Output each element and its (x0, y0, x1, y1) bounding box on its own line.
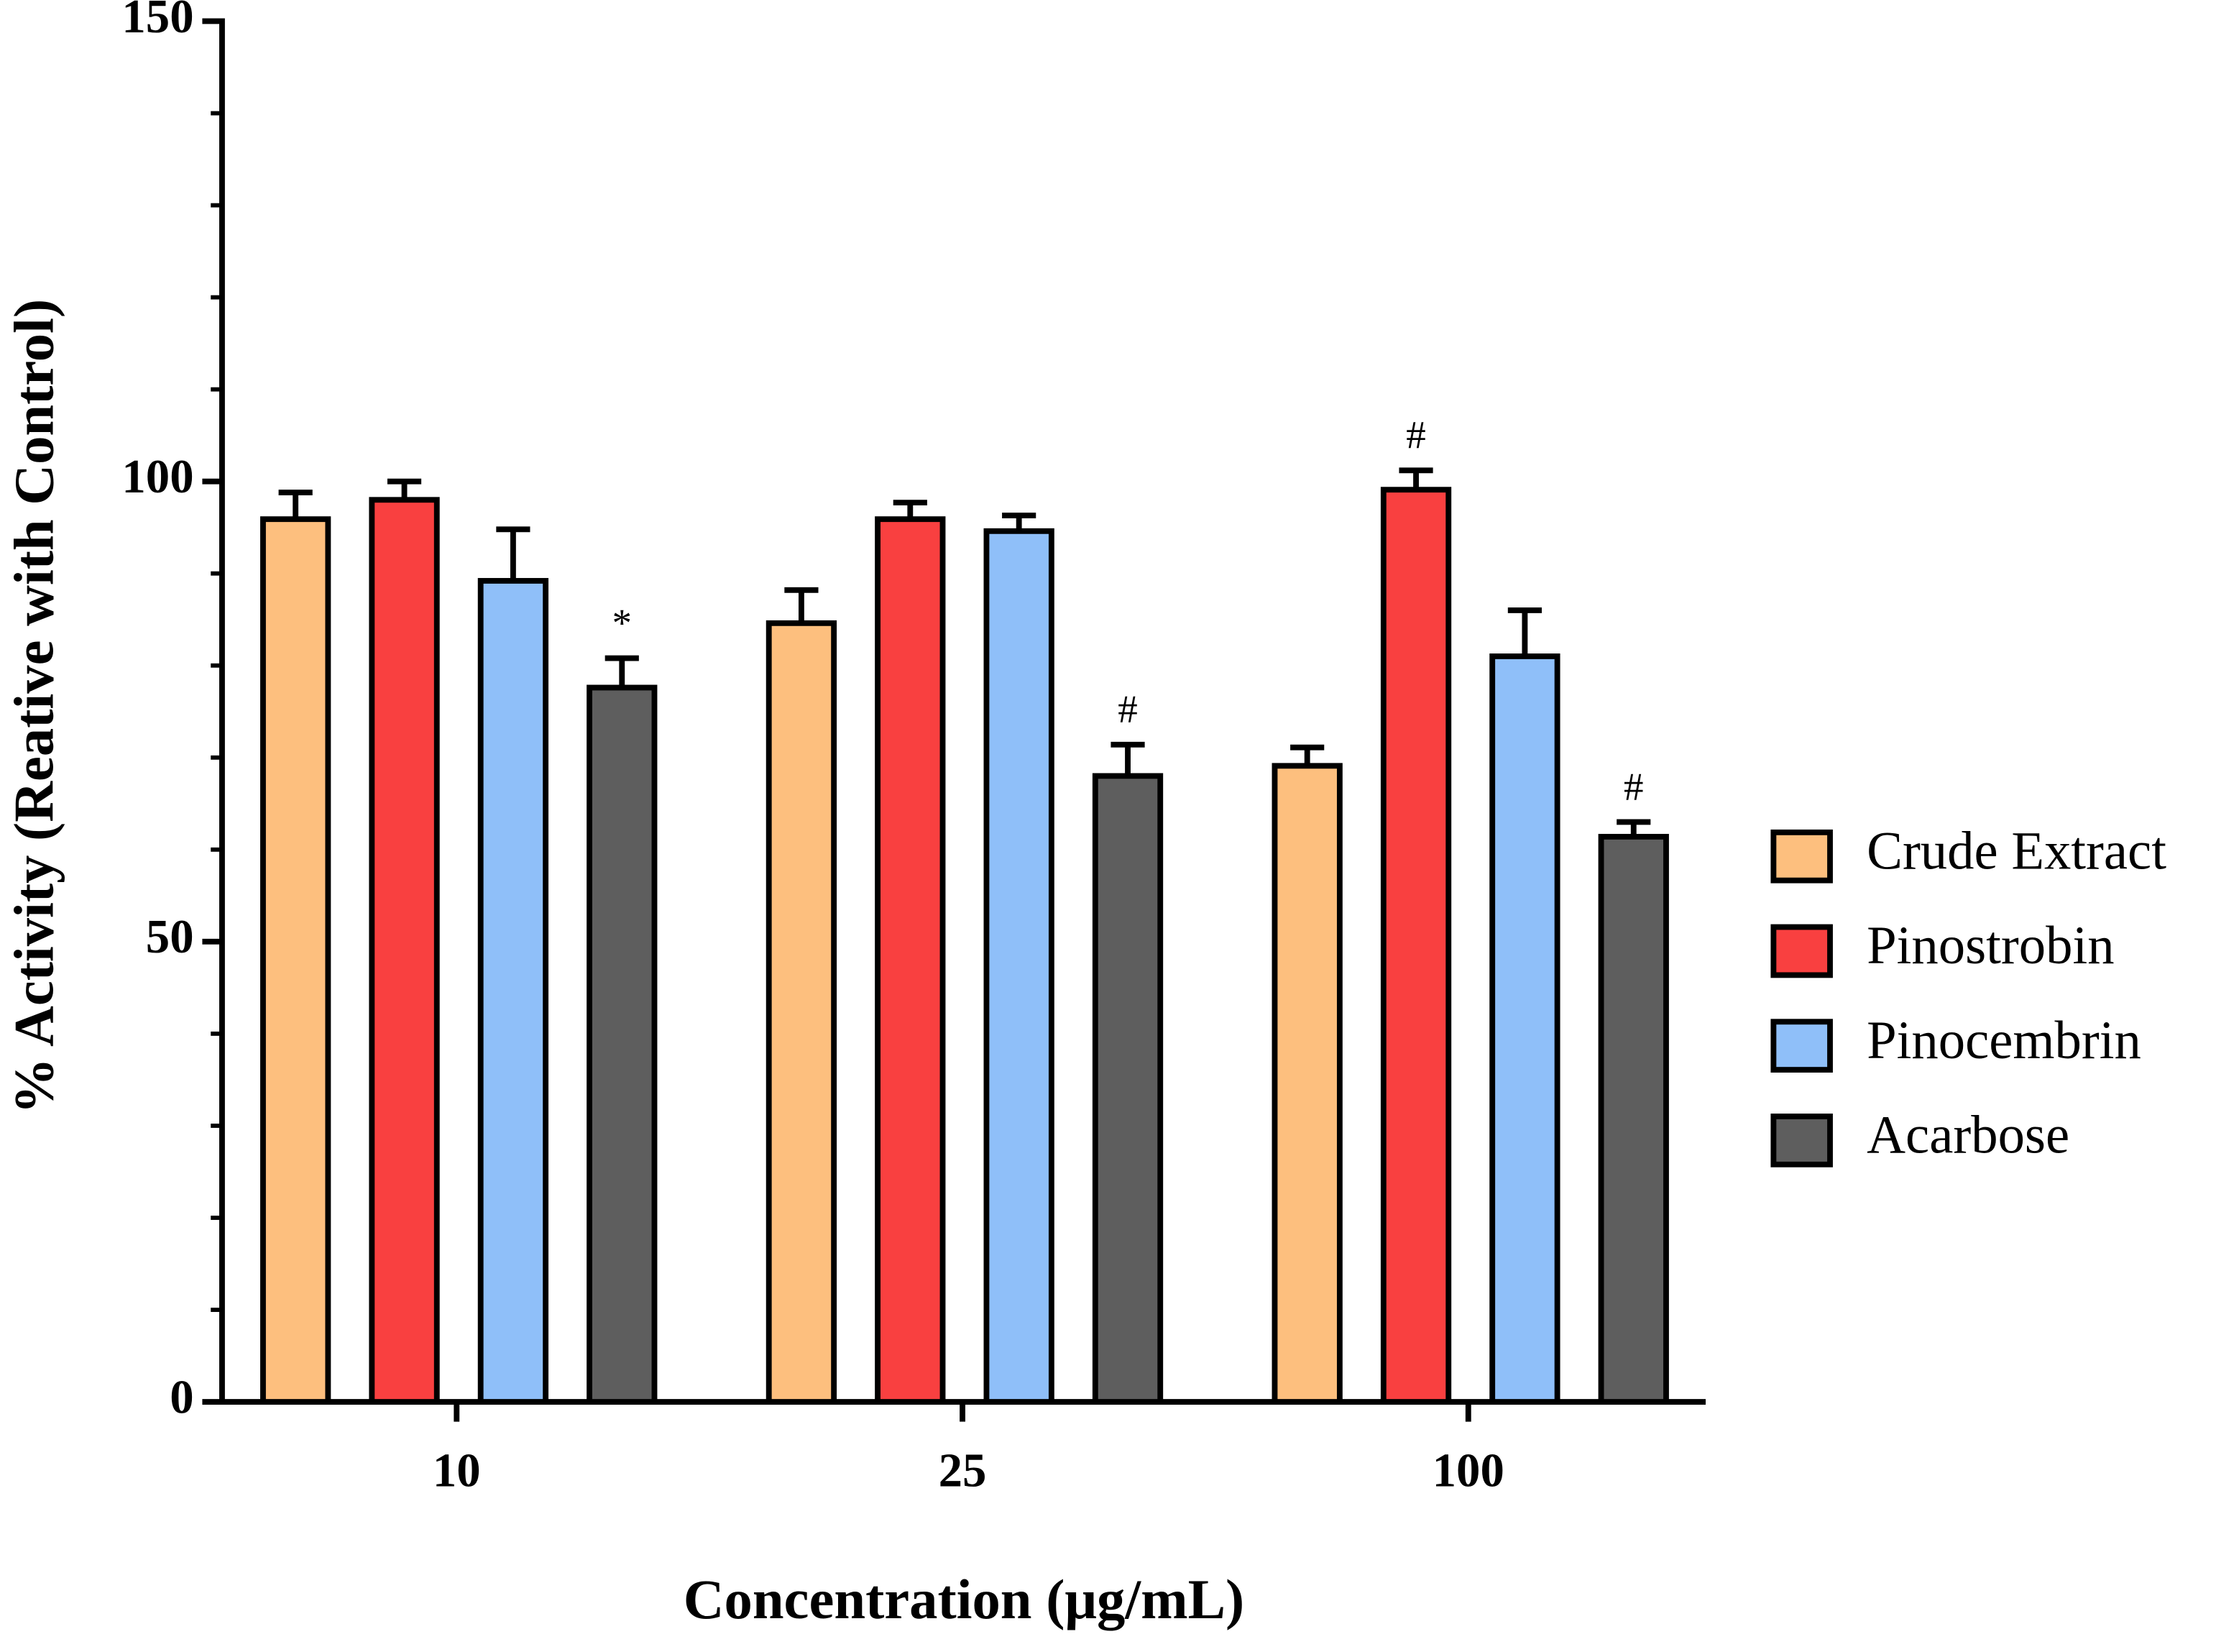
legend-label: Pinostrobin (1867, 916, 2114, 976)
bar (875, 516, 946, 1405)
legend-label: Crude Extract (1867, 821, 2166, 881)
legend-label: Pinocembrin (1867, 1011, 2141, 1070)
bar (1272, 763, 1343, 1405)
bar (1489, 653, 1560, 1405)
y-tick-label: 0 (170, 1370, 193, 1423)
legend-swatch (1770, 1114, 1833, 1167)
bar (587, 684, 658, 1405)
y-tick-label: 50 (146, 910, 194, 963)
bar (477, 578, 549, 1405)
significance-mark: # (1406, 413, 1426, 457)
x-tick-label: 10 (433, 1444, 481, 1497)
x-tick-label: 100 (1433, 1444, 1504, 1497)
y-tick-label: 100 (121, 450, 193, 503)
significance-mark: * (612, 601, 633, 645)
legend-label: Acarbose (1867, 1106, 2069, 1165)
bar (1598, 833, 1669, 1405)
significance-mark: # (1624, 765, 1644, 809)
x-axis-title: Concentration (μg/mL) (684, 1569, 1245, 1631)
y-tick-label: 150 (121, 0, 193, 43)
x-tick-label: 25 (939, 1444, 987, 1497)
bar (369, 497, 440, 1405)
y-axis-title: % Activity (Reative with Control) (3, 299, 65, 1114)
legend-swatch (1770, 1019, 1833, 1073)
bar (1092, 773, 1164, 1405)
bar (1380, 487, 1452, 1405)
significance-mark: # (1118, 687, 1138, 731)
legend-swatch (1770, 924, 1833, 978)
bar (766, 620, 837, 1405)
bar (983, 528, 1054, 1405)
bar (260, 516, 331, 1405)
legend-swatch (1770, 829, 1833, 884)
